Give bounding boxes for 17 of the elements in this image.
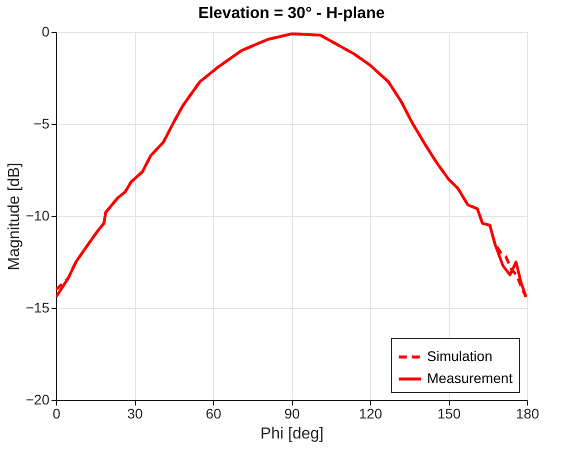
legend-label: Measurement [427,370,513,386]
y-tick-label: −5 [34,116,50,132]
y-tick-label: 0 [42,24,50,40]
x-tick-label: 180 [516,406,540,422]
x-tick-label: 120 [358,406,382,422]
x-tick-label: 0 [52,406,61,422]
legend-label: Simulation [427,348,492,364]
x-tick-label: 150 [437,406,461,422]
x-axis-title: Phi [deg] [260,426,324,442]
y-tick-label: −10 [26,208,50,224]
x-tick-label: 60 [206,406,222,422]
x-tick-label: 90 [284,406,300,422]
y-tick-label: −15 [26,300,50,316]
chart-title: Elevation = 30° - H-plane [198,5,385,22]
x-tick-label: 30 [127,406,143,422]
y-tick-label: −20 [26,392,50,408]
y-axis-title: Magnitude [dB] [6,162,23,270]
